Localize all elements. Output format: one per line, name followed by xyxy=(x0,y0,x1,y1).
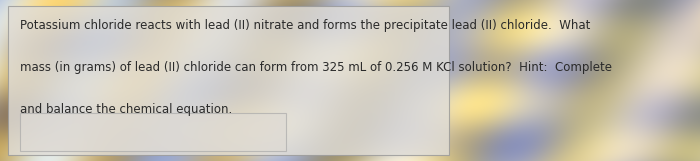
FancyBboxPatch shape xyxy=(8,6,449,155)
Text: and balance the chemical equation.: and balance the chemical equation. xyxy=(20,103,232,116)
Text: mass (in grams) of lead (II) chloride can form from 325 mL of 0.256 M KCl soluti: mass (in grams) of lead (II) chloride ca… xyxy=(20,61,612,74)
Text: Potassium chloride reacts with lead (II) nitrate and forms the precipitate lead : Potassium chloride reacts with lead (II)… xyxy=(20,19,590,32)
FancyBboxPatch shape xyxy=(20,113,286,151)
